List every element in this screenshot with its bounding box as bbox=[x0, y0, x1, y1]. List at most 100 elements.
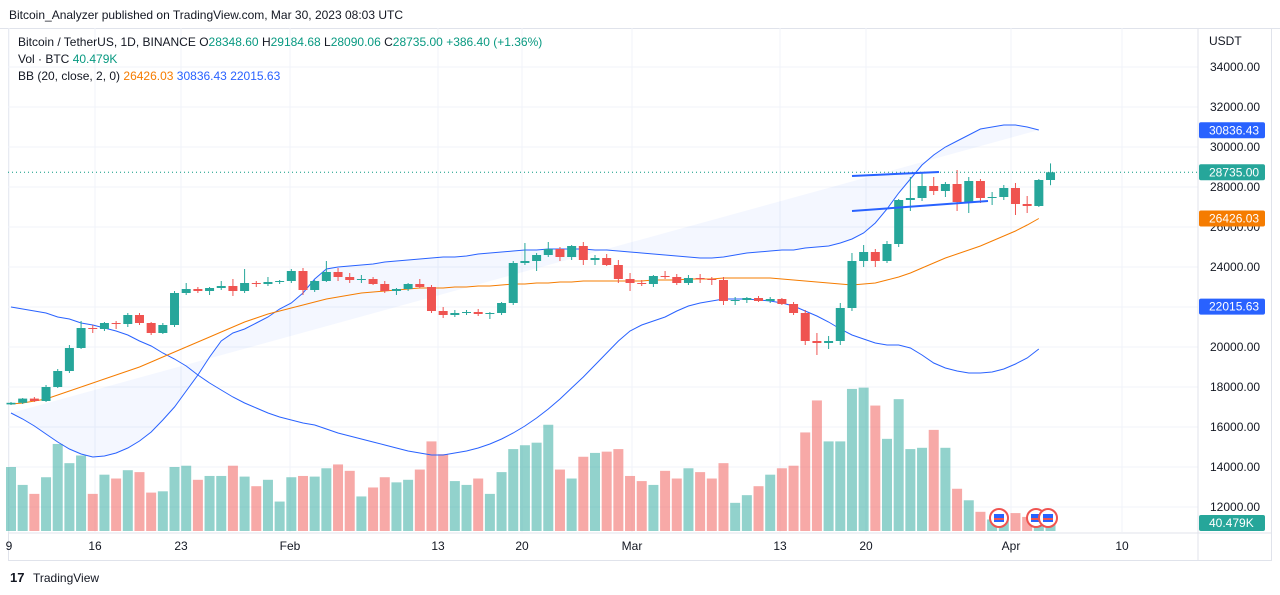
candle-body bbox=[473, 312, 483, 314]
price-chart[interactable]: USDT34000.0032000.0030000.0028000.002600… bbox=[0, 0, 1280, 562]
volume-bar bbox=[438, 454, 449, 531]
volume-bar bbox=[41, 477, 52, 531]
symbol-label[interactable]: Bitcoin / TetherUS, 1D, BINANCE bbox=[18, 35, 196, 49]
candle-body bbox=[88, 328, 98, 329]
low-label: L bbox=[324, 35, 331, 49]
volume-bar bbox=[917, 447, 928, 531]
volume-bar bbox=[508, 449, 519, 531]
candle-body bbox=[76, 328, 86, 348]
low-value: 28090.06 bbox=[330, 35, 381, 49]
price-tag bbox=[1199, 515, 1265, 531]
price-tick-label: 30000.00 bbox=[1210, 140, 1260, 154]
price-tick-label: 32000.00 bbox=[1210, 100, 1260, 114]
volume-bar bbox=[99, 474, 110, 531]
tradingview-logo-icon[interactable]: 17 bbox=[10, 570, 25, 585]
volume-bar bbox=[730, 502, 741, 531]
volume-bar bbox=[800, 432, 811, 531]
volume-bar bbox=[788, 465, 799, 531]
time-tick-label: Mar bbox=[622, 539, 643, 553]
time-tick-label: 10 bbox=[1115, 539, 1129, 553]
volume-bar bbox=[905, 449, 916, 531]
volume-bar bbox=[531, 442, 542, 531]
volume-bar bbox=[625, 475, 636, 531]
volume-bar bbox=[975, 511, 986, 531]
candle-body bbox=[602, 258, 612, 265]
volume-bar bbox=[706, 478, 717, 531]
price-tag-label: 22015.63 bbox=[1209, 300, 1259, 314]
volume-bar bbox=[811, 400, 822, 531]
time-tick-label: 23 bbox=[174, 539, 188, 553]
candle-body bbox=[578, 246, 588, 260]
candle-body bbox=[683, 278, 693, 283]
candle-body bbox=[508, 263, 518, 303]
volume-bar bbox=[87, 493, 98, 531]
bb-lower-line bbox=[10, 298, 1040, 456]
volume-bar bbox=[414, 469, 425, 531]
trendline-lower bbox=[851, 200, 989, 212]
candle-body bbox=[812, 341, 822, 343]
volume-bar bbox=[870, 405, 881, 531]
candle-body bbox=[462, 312, 472, 313]
candle-body bbox=[543, 249, 553, 255]
volume-bar bbox=[426, 441, 437, 531]
candle-body bbox=[368, 279, 378, 284]
change-value: +386.40 (+1.36%) bbox=[446, 35, 543, 49]
candle-body bbox=[298, 271, 308, 290]
open-label: O bbox=[199, 35, 209, 49]
volume-bar bbox=[356, 496, 367, 531]
currency-label: USDT bbox=[1209, 34, 1242, 48]
candle-body bbox=[497, 303, 507, 313]
footer: 17 TradingView bbox=[8, 562, 1272, 595]
candle-body bbox=[111, 323, 121, 324]
legend-symbol-row: Bitcoin / TetherUS, 1D, BINANCE O28348.6… bbox=[18, 34, 542, 51]
price-tag bbox=[1199, 298, 1265, 315]
volume-bar bbox=[1022, 516, 1033, 531]
price-tick-label: 24000.00 bbox=[1210, 260, 1260, 274]
close-label: C bbox=[384, 35, 393, 49]
volume-bar bbox=[882, 438, 892, 531]
candle-body bbox=[637, 283, 647, 284]
price-tag bbox=[1199, 122, 1265, 139]
candle-body bbox=[123, 315, 133, 324]
candle-body bbox=[660, 276, 670, 277]
candle-body bbox=[251, 283, 261, 284]
candle-body bbox=[391, 289, 401, 291]
volume-bar bbox=[309, 476, 320, 531]
volume-bar bbox=[391, 482, 402, 531]
candle-body bbox=[380, 284, 390, 291]
volume-bar bbox=[695, 472, 706, 531]
candle-body bbox=[438, 311, 448, 315]
volume-bar bbox=[963, 500, 974, 531]
candle-body bbox=[240, 283, 250, 291]
bb-fill bbox=[11, 125, 1039, 457]
bb-label[interactable]: BB (20, close, 2, 0) bbox=[18, 69, 121, 83]
volume-bar bbox=[17, 484, 28, 531]
legend-bb-row: BB (20, close, 2, 0) 26426.03 30836.43 2… bbox=[18, 68, 542, 85]
trendline-upper bbox=[851, 171, 940, 177]
candle-body bbox=[648, 276, 658, 284]
candle-body bbox=[870, 252, 880, 261]
volume-bar bbox=[321, 468, 332, 531]
price-tick-label: 28000.00 bbox=[1210, 180, 1260, 194]
candle-body bbox=[310, 281, 320, 290]
tradingview-brand[interactable]: TradingView bbox=[33, 571, 100, 585]
candle-body bbox=[929, 186, 939, 191]
volume-bar bbox=[134, 472, 145, 531]
candle-body bbox=[718, 280, 728, 301]
volume-bar bbox=[718, 463, 729, 531]
volume-bar bbox=[636, 481, 647, 531]
volume-bar bbox=[204, 475, 215, 531]
candle-body bbox=[286, 271, 296, 281]
price-tag-label: 28735.00 bbox=[1209, 165, 1259, 179]
candle-body bbox=[356, 279, 366, 280]
candle-body bbox=[193, 289, 203, 291]
candle-body bbox=[613, 265, 623, 279]
volume-label[interactable]: Vol · BTC bbox=[18, 52, 70, 66]
volume-bar bbox=[181, 465, 192, 531]
candle-body bbox=[789, 304, 799, 313]
volume-bar bbox=[157, 491, 168, 531]
candle-body bbox=[1046, 172, 1056, 180]
volume-bar bbox=[6, 467, 16, 531]
volume-bar bbox=[952, 488, 963, 531]
bb-basis-line bbox=[10, 218, 1040, 405]
